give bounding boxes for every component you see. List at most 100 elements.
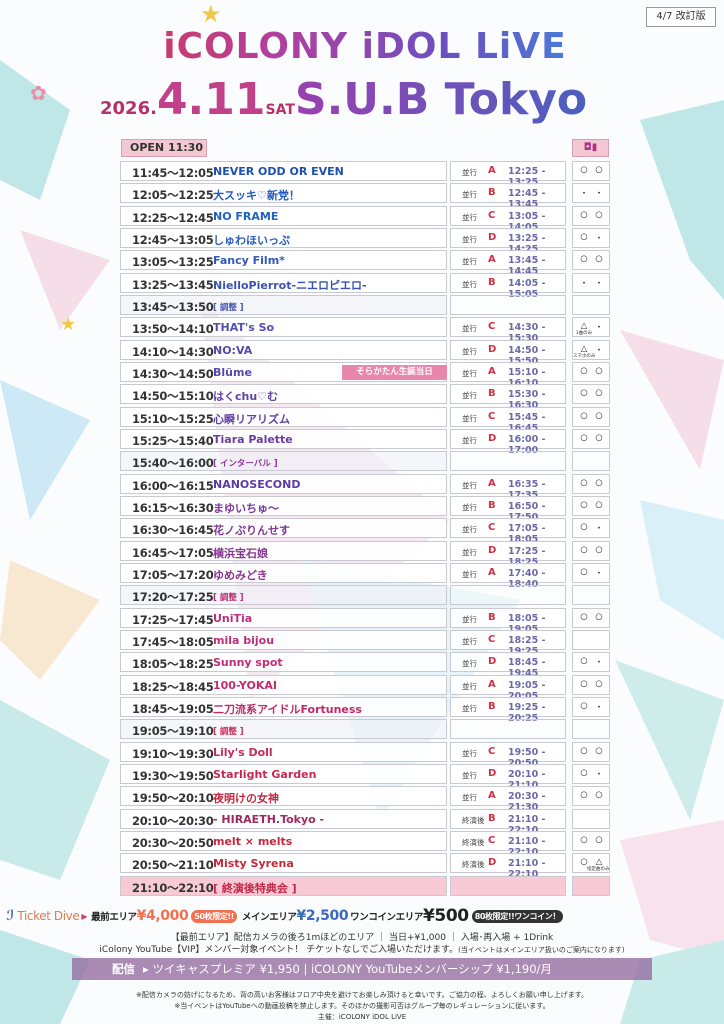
camera-permission-cell: ○ ・ (572, 696, 610, 717)
benefit-lane: B (488, 276, 496, 288)
performance-time: 19:50〜20:10 (132, 791, 214, 806)
camera-permission-cell: ○ ・ (572, 562, 610, 583)
benefit-lane: C (488, 633, 496, 645)
performance-time: 17:05〜17:20 (132, 567, 214, 582)
performance-cell: 16:30〜16:45 花ノぷりんせす (120, 518, 447, 539)
ticket-dive-logo: ℐ Ticket Dive (6, 908, 80, 924)
ribbon-icon: ✿ (30, 81, 47, 105)
photo-permission: ○ (580, 790, 588, 801)
performance-cell: 17:20〜17:25[ 調整 ] (120, 585, 447, 606)
video-permission: ○ (595, 209, 603, 220)
performance-time: 13:25〜13:45 (132, 277, 214, 292)
performance-cell: 13:50〜14:10 THAT's So (120, 317, 447, 338)
performance-cell: 15:25〜15:40 Tiara Palette (120, 428, 447, 449)
video-permission: ○ (595, 254, 603, 265)
performance-time: 16:30〜16:45 (132, 523, 214, 538)
camera-permission-cell: ○ ○ (572, 428, 610, 449)
video-permission: ○ (595, 499, 603, 510)
permission-note: 1曲のみ (575, 331, 593, 337)
benefit-time: 15:45 - 16:45 (508, 411, 546, 434)
stream-prices: ツイキャスプレミア ¥1,950 | iCOLONY YouTubeメンバーシッ… (152, 962, 552, 976)
timetable-row: 13:25〜13:45 NielloPierrot-ニエロピエロ- 並行 B 14:05… (120, 272, 610, 300)
benefit-cell: 並行 C 18:25 - 19:25 (450, 629, 566, 657)
benefit-cell: 並行 D 20:10 - 21:10 (450, 763, 566, 791)
camera-permission-cell: ○ ○ (572, 250, 610, 271)
triangle-icon: ▶ (81, 911, 88, 921)
benefit-timing: 並行 (462, 480, 477, 490)
camera-permission-cell: ○ ○ (572, 473, 610, 494)
photo-permission: ○ (580, 477, 588, 488)
performance-time: 16:15〜16:30 (132, 500, 214, 515)
benefit-lane: D (488, 544, 497, 556)
performance-cell: 14:30〜14:50 Blüme そらかたん生誕当日 (120, 361, 447, 382)
timetable-break-row: 21:10〜22:10[ 終演後特典会 ] (120, 875, 610, 896)
performance-cell: 20:10〜20:30- HIRAETH.Tokyo - (120, 808, 447, 829)
performance-time: 18:05〜18:25 (132, 657, 214, 672)
event-date-venue: 2026.4.11SATS.U.B Tokyo (100, 74, 640, 130)
benefit-lane: A (488, 566, 496, 578)
performance-time: 14:30〜14:50 (132, 366, 214, 381)
performance-cell: 21:10〜22:10[ 終演後特典会 ] (120, 875, 447, 896)
vip-member-note: (当イベントはメインエリア扱いのご案内になります) (458, 946, 625, 954)
front-area-limit-tag: 50枚限定!! (191, 909, 237, 923)
benefit-timing: 並行 (462, 279, 477, 289)
benefit-timing: 並行 (462, 793, 477, 803)
performer-name: mila bijou (213, 633, 275, 647)
performance-cell: 18:25〜18:45 100-YOKAI (120, 674, 447, 695)
benefit-timing: 並行 (462, 257, 477, 267)
benefit-cell: 並行 C 14:30 - 15:30 (450, 317, 566, 344)
photo-permission: △ (580, 343, 588, 354)
video-permission: ・ (594, 524, 604, 535)
photo-permission: ○ (580, 767, 588, 778)
open-time: OPEN 11:30 (121, 139, 207, 157)
video-permission: ○ (595, 790, 603, 801)
timetable-break-row: 19:05〜19:10[ 調整 ] (120, 719, 610, 740)
photo-permission: ○ (580, 209, 588, 220)
performance-time: 16:45〜17:05 (132, 545, 214, 560)
camera-icon: ◘ (583, 142, 592, 153)
performer-name: 100-YOKAI (213, 678, 277, 692)
one-coin-area-price: ¥500 (422, 906, 469, 926)
benefit-lane: D (488, 767, 497, 779)
performance-time: 20:30〜20:50 (132, 835, 214, 850)
note-youtube: ※当イベントはYouTubeへの動画投稿を禁止します。そのほかの撮影可否はグルー… (174, 1002, 550, 1010)
performer-name: Tiara Palette (213, 432, 293, 446)
benefit-lane: B (488, 499, 496, 511)
performance-time: 20:10〜20:30 (132, 813, 214, 828)
performer-name: Starlight Garden (213, 767, 317, 781)
camera-permission-cell: ・・ (572, 183, 610, 204)
benefit-time: 18:05 - 19:05 (508, 612, 546, 635)
timetable-break-row: 15:40〜16:00[ インターバル ] (120, 451, 610, 472)
video-permission: ・ (594, 278, 604, 289)
benefit-time: 13:25 - 14:25 (508, 232, 546, 255)
camera-permission-cell (572, 629, 610, 650)
benefit-time: 16:00 - 17:00 (508, 433, 546, 456)
performance-time: 12:05〜12:25 (132, 188, 214, 203)
performance-cell: 14:10〜14:30 NO:VA (120, 339, 447, 360)
video-permission: ・ (594, 233, 604, 244)
camera-permission-cell: ○ ○ (572, 384, 610, 405)
benefit-cell: 並行 C 19:50 - 20:50 (450, 741, 566, 769)
benefit-lane: D (488, 343, 497, 355)
performance-time: 14:50〜15:10 (132, 389, 214, 404)
performance-cell: 12:05〜12:25 大スッキ♡新党！ (120, 183, 447, 204)
performance-cell: 12:45〜13:05 しゅわほいっぷ (120, 227, 447, 248)
performer-name: まゆいちゅ～ (213, 501, 279, 515)
benefit-cell: 並行 D 16:00 - 17:00 (450, 428, 566, 456)
photo-permission: ・ (579, 189, 589, 200)
benefit-lane: C (488, 410, 496, 422)
camera-permission-cell: △ ・ 1曲のみ (572, 317, 610, 338)
video-permission: ・ (594, 323, 604, 334)
camera-permission-header: ◘▮ (572, 139, 609, 157)
benefit-time: 15:10 - 16:10 (508, 366, 546, 389)
